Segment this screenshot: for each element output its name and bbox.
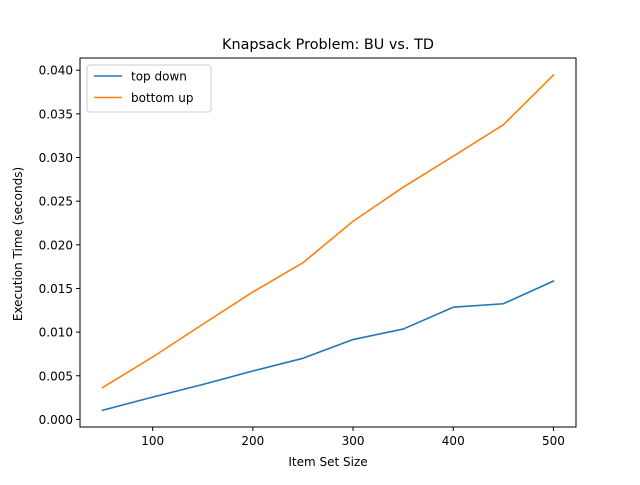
y-tick-label: 0.000 xyxy=(39,413,73,427)
x-tick-label: 200 xyxy=(241,434,264,448)
x-tick-label: 500 xyxy=(542,434,565,448)
y-tick-label: 0.025 xyxy=(39,195,73,209)
y-tick-label: 0.030 xyxy=(39,151,73,165)
y-tick-label: 0.005 xyxy=(39,369,73,383)
legend-label-top-down: top down xyxy=(131,70,187,84)
y-tick-label: 0.040 xyxy=(39,64,73,78)
x-axis-label: Item Set Size xyxy=(288,455,367,469)
legend: top down bottom up xyxy=(87,65,211,112)
y-tick-label: 0.015 xyxy=(39,282,73,296)
legend-label-bottom-up: bottom up xyxy=(131,91,193,105)
x-tick-label: 300 xyxy=(342,434,365,448)
y-axis-label: Execution Time (seconds) xyxy=(11,167,25,321)
x-tick-label: 100 xyxy=(141,434,164,448)
y-tick-label: 0.035 xyxy=(39,107,73,121)
x-tick-label: 400 xyxy=(442,434,465,448)
y-tick-label: 0.020 xyxy=(39,238,73,252)
chart-title: Knapsack Problem: BU vs. TD xyxy=(222,37,434,53)
y-tick-label: 0.010 xyxy=(39,326,73,340)
